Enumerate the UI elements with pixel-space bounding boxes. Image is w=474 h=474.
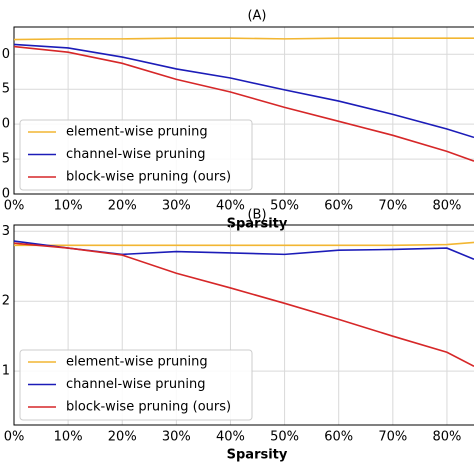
legend-box	[19, 349, 253, 421]
y-tick-label: 5	[2, 152, 10, 167]
chart-title: (A)	[247, 9, 266, 24]
legend-label: element-wise pruning	[66, 125, 208, 140]
x-tick-label: 30%	[162, 199, 191, 214]
legend-label: block-wise pruning (ours)	[66, 400, 231, 415]
x-tick-label: 0%	[4, 199, 25, 214]
x-tick-label: 60%	[324, 199, 353, 214]
x-tick-label: 60%	[324, 430, 353, 445]
x-axis-label: Sparsity	[227, 448, 288, 463]
legend-box	[19, 119, 253, 191]
x-tick-label: 20%	[108, 199, 137, 214]
y-tick-label: 2	[2, 294, 10, 309]
plot-frame	[13, 26, 474, 195]
x-tick-label: 40%	[216, 430, 245, 445]
chart-title: (B)	[247, 208, 266, 223]
x-tick-label: 50%	[270, 199, 299, 214]
x-tick-label: 40%	[216, 199, 245, 214]
x-tick-label: 80%	[432, 430, 461, 445]
x-tick-label: 70%	[378, 199, 407, 214]
series-line	[13, 242, 474, 367]
x-tick-label: 50%	[270, 430, 299, 445]
y-tick-label: 0	[2, 47, 10, 62]
series-line	[13, 43, 474, 139]
x-tick-label: 20%	[108, 430, 137, 445]
y-tick-label: 3	[2, 224, 10, 239]
x-tick-label: 10%	[54, 199, 83, 214]
legend-label: channel-wise pruning	[66, 377, 205, 392]
series-line	[13, 37, 474, 41]
y-tick-label: 0	[2, 117, 10, 132]
legend-label: block-wise pruning (ours)	[66, 170, 231, 185]
legend-label: element-wise pruning	[66, 355, 208, 370]
series-line	[13, 45, 474, 162]
plot-frame	[13, 224, 474, 426]
series-line	[14, 241, 474, 247]
x-tick-label: 10%	[54, 430, 83, 445]
y-tick-label: 0	[2, 187, 10, 202]
x-tick-label: 80%	[432, 199, 461, 214]
y-tick-label: 5	[2, 82, 10, 97]
x-axis-label: Sparsity	[227, 217, 288, 232]
x-tick-label: 70%	[378, 430, 407, 445]
x-tick-label: 30%	[162, 430, 191, 445]
x-tick-label: 0%	[4, 430, 25, 445]
legend-label: channel-wise pruning	[66, 147, 205, 162]
y-tick-label: 1	[2, 364, 10, 379]
